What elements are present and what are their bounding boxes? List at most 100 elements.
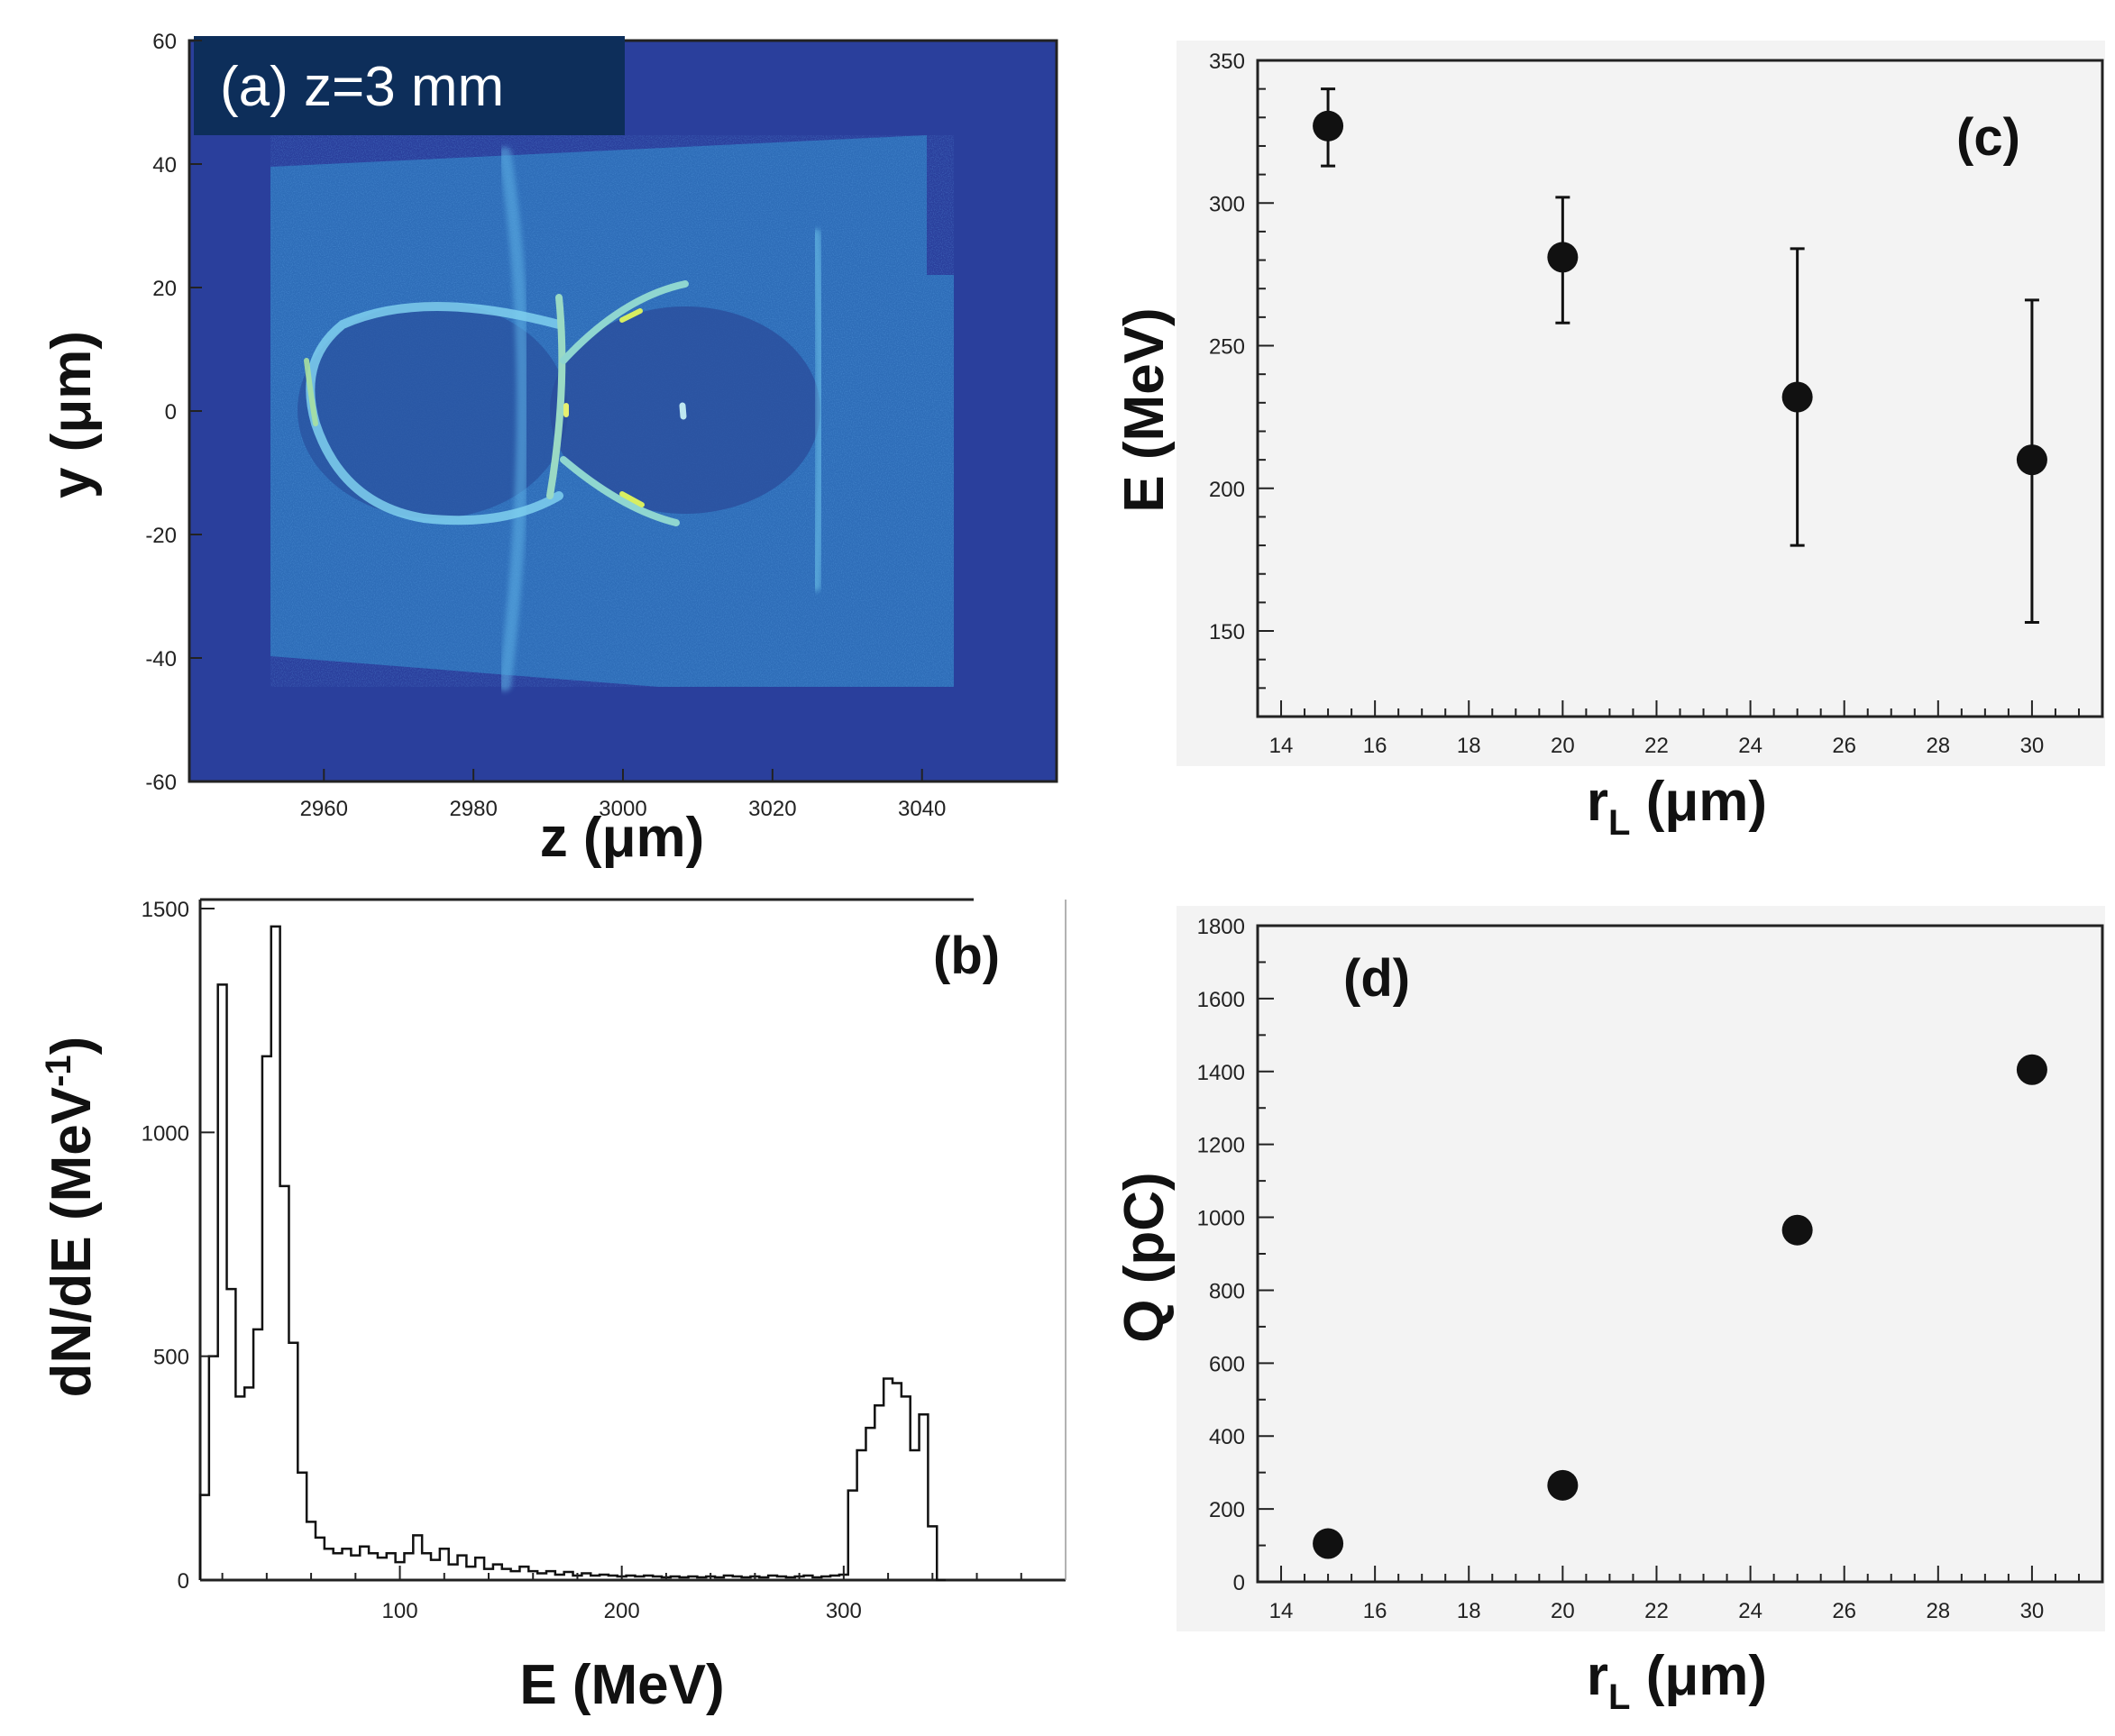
- y-tick-label: 0: [165, 400, 177, 425]
- y-tick-label: 400: [1209, 1425, 1245, 1449]
- x-tick-label: 3000: [599, 797, 646, 821]
- y-tick-label: 1600: [1197, 988, 1245, 1012]
- y-tick-label: 300: [1209, 192, 1245, 216]
- panel-b-y-axis-title-tail: ): [41, 1037, 103, 1055]
- data-point: [1313, 1528, 1344, 1559]
- y-tick-label: 200: [1209, 478, 1245, 502]
- x-tick-label: 30: [2020, 734, 2045, 758]
- data-point: [1547, 1469, 1579, 1501]
- y-tick-label: 1000: [1197, 1207, 1245, 1231]
- x-tick-label: 18: [1457, 734, 1481, 758]
- x-tick-label: 16: [1363, 734, 1387, 758]
- x-tick-label: 2960: [300, 797, 348, 821]
- panel-c-energy-vs-rl: 14 16 18 20 22 24 26 28 30 150 200 250 300 350 (c) r…: [1113, 41, 2105, 843]
- data-point: [1547, 242, 1579, 273]
- x-tick-label: 26: [1832, 1599, 1856, 1623]
- data-point: [1781, 1214, 1813, 1246]
- panel-b-y-axis-title-sup: -1: [39, 1055, 78, 1087]
- y-tick-label: 20: [152, 277, 177, 301]
- data-point: [2016, 444, 2047, 476]
- panel-a-label: (a) z=3 mm: [220, 56, 504, 118]
- panel-a-y-axis-title: y (μm): [41, 331, 103, 498]
- x-tick-label: 22: [1644, 734, 1669, 758]
- panel-a-y-ticks: -60 -40 -20 0 20 40 60: [145, 30, 202, 795]
- x-tick-label: 300: [826, 1599, 862, 1623]
- panel-d-y-ticks: 0 200 400 600 800 1000 1200 1400 1600 1800: [1197, 915, 1274, 1595]
- y-tick-label: -60: [145, 771, 177, 795]
- x-tick-label: 24: [1738, 734, 1762, 758]
- y-tick-label: 60: [152, 30, 177, 54]
- x-tick-label: 14: [1269, 1599, 1294, 1623]
- bubble-cavity-rear: [298, 302, 568, 518]
- x-tick-label: 18: [1457, 1599, 1481, 1623]
- wake-structures: [304, 147, 826, 691]
- x-tick-label: 28: [1926, 1599, 1950, 1623]
- x-tick-label: 30: [2020, 1599, 2045, 1623]
- panel-b-y-axis-title-text: dN/dE (MeV: [41, 1087, 103, 1397]
- x-tick-label: 28: [1926, 734, 1950, 758]
- x-tick-label: 3040: [898, 797, 946, 821]
- y-tick-label: 150: [1209, 620, 1245, 644]
- panel-d-plot: [1313, 1054, 2047, 1559]
- panel-c-y-ticks: 150 200 250 300 350: [1209, 50, 1274, 717]
- y-tick-label: 1800: [1197, 915, 1245, 939]
- data-point: [2016, 1054, 2047, 1085]
- y-tick-label: 200: [1209, 1498, 1245, 1522]
- panel-c-x-axis-title-text: r: [1587, 771, 1608, 833]
- panel-d-charge-vs-rl: 14 16 18 20 22 24 26 28 30 0 200 400 600 800 1000 1200…: [1113, 906, 2105, 1717]
- y-tick-label: 500: [153, 1346, 189, 1370]
- panel-d-outer-bg: [1177, 906, 2105, 1631]
- y-tick-label: 250: [1209, 335, 1245, 360]
- y-tick-label: -20: [145, 524, 177, 548]
- y-tick-label: 800: [1209, 1279, 1245, 1303]
- panel-d-x-axis-title: rL (μm): [1587, 1645, 1767, 1717]
- panel-c-plot: [1313, 87, 2047, 625]
- y-tick-label: 0: [1233, 1571, 1245, 1595]
- spectrum-histogram-line: [198, 925, 947, 1582]
- panel-b-spectrum: 100 200 300 0 500 1000 1500 (b) E (MeV) dN/dE…: [39, 898, 1067, 1716]
- y-tick-label: 1200: [1197, 1134, 1245, 1158]
- panel-d-y-axis-title: Q (pC): [1113, 1172, 1176, 1342]
- panel-c-y-axis-title: E (MeV): [1113, 307, 1176, 512]
- panel-c-outer-bg: [1177, 717, 2105, 766]
- panel-c-outer-bg-top: [1177, 41, 2105, 60]
- x-tick-label: 2980: [449, 797, 497, 821]
- panel-a-label-box: [194, 36, 625, 135]
- panel-d-label: (d): [1343, 949, 1410, 1008]
- panel-d-x-axis-title-sub: L: [1608, 1677, 1630, 1717]
- data-point: [1313, 110, 1344, 142]
- panel-c-x-axis-title-tail: (μm): [1630, 771, 1767, 833]
- panel-b-label: (b): [933, 927, 1000, 985]
- x-tick-label: 200: [604, 1599, 640, 1623]
- y-tick-label: 600: [1209, 1352, 1245, 1376]
- x-tick-label: 20: [1551, 734, 1575, 758]
- y-tick-label: 1000: [142, 1121, 189, 1146]
- y-tick-label: 1500: [142, 898, 189, 922]
- y-tick-label: 40: [152, 153, 177, 178]
- panel-a-x-ticks: 2960 2980 3000 3020 3040: [300, 769, 946, 821]
- x-tick-label: 16: [1363, 1599, 1387, 1623]
- x-tick-label: 14: [1269, 734, 1294, 758]
- y-tick-label: 1400: [1197, 1061, 1245, 1085]
- panel-c-x-axis-title-sub: L: [1608, 803, 1630, 843]
- y-tick-label: 0: [178, 1569, 189, 1594]
- panel-a-x-axis-title: z (μm): [540, 807, 705, 869]
- y-tick-label: -40: [145, 647, 177, 672]
- x-tick-label: 3020: [748, 797, 796, 821]
- x-tick-label: 100: [382, 1599, 418, 1623]
- panel-c-x-axis-title: rL (μm): [1587, 771, 1767, 843]
- panel-b-y-axis-title: dN/dE (MeV-1): [39, 1037, 103, 1398]
- panel-a-heatmap: (a) z=3 mm 2960 2980 3000 3020 3040 -60 -40 -2…: [41, 30, 1058, 869]
- panel-c-plot-bg: [1258, 60, 2102, 717]
- panel-d-x-axis-title-tail: (μm): [1630, 1645, 1767, 1707]
- panel-d-x-ticks: 14 16 18 20 22 24 26 28 30: [1269, 1566, 2080, 1623]
- panel-b-x-axis-title-text: E (MeV): [519, 1654, 724, 1716]
- x-tick-label: 20: [1551, 1599, 1575, 1623]
- x-tick-label: 26: [1832, 734, 1856, 758]
- x-tick-label: 22: [1644, 1599, 1669, 1623]
- panel-b-x-axis-title: E (MeV): [519, 1654, 724, 1716]
- panel-b-x-ticks: 100 200 300: [221, 1566, 1022, 1623]
- panel-b-y-ticks: 0 500 1000 1500: [142, 898, 215, 1594]
- panel-b-plot: [198, 925, 947, 1582]
